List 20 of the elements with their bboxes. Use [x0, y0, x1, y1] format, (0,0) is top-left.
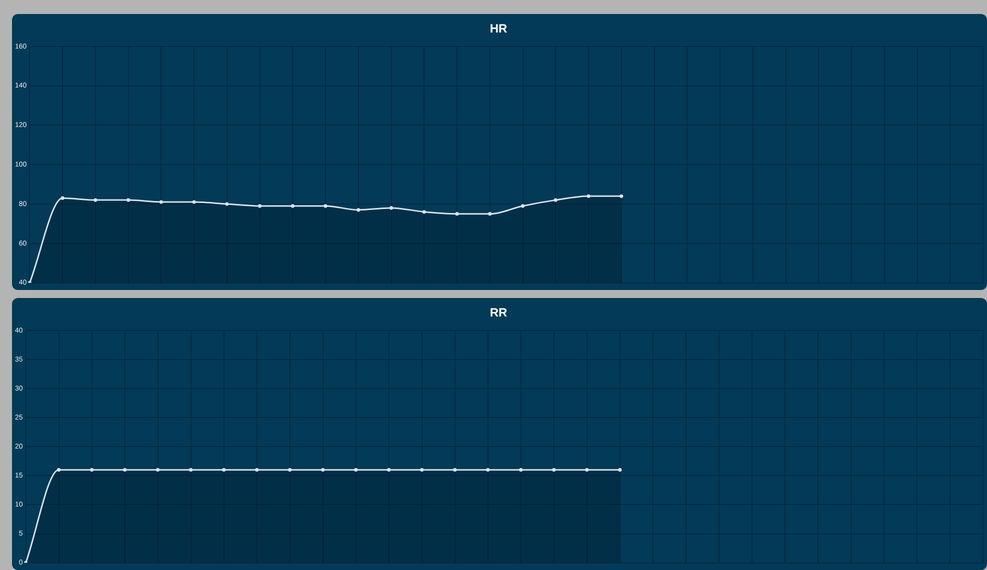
point: [422, 210, 426, 214]
point: [324, 204, 328, 208]
point: [225, 202, 229, 206]
point: [586, 194, 590, 198]
point: [356, 208, 360, 212]
chart-title: RR: [490, 306, 508, 320]
point: [159, 200, 163, 204]
chart-title: HR: [490, 22, 508, 36]
point: [94, 198, 98, 202]
point: [290, 204, 294, 208]
point: [488, 212, 492, 216]
point: [60, 196, 64, 200]
point: [520, 204, 525, 208]
point: [389, 206, 394, 210]
point: [455, 212, 459, 216]
point: [620, 194, 624, 198]
point: [554, 198, 558, 202]
point: [192, 200, 196, 204]
point: [258, 204, 262, 208]
point: [126, 198, 130, 202]
